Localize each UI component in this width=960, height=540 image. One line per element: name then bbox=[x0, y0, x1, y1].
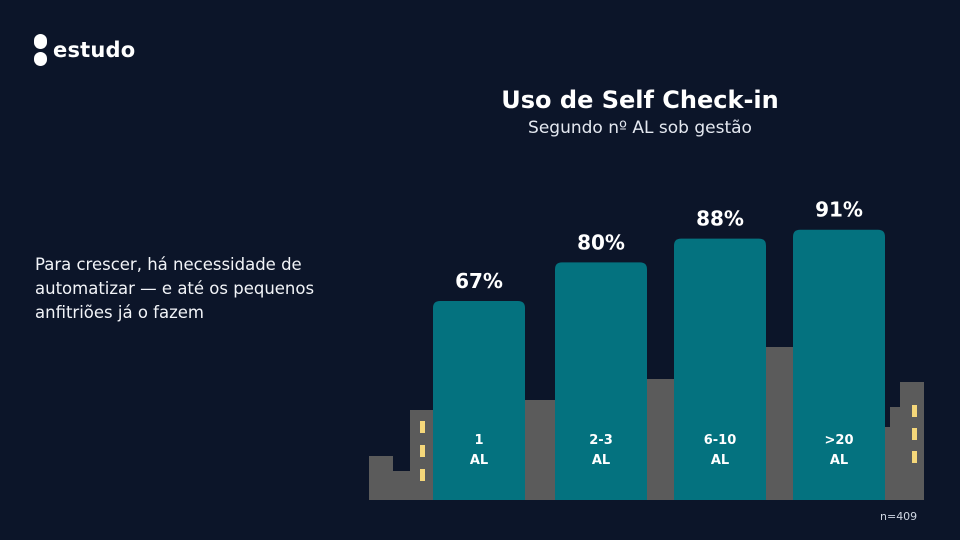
category-label: >20 bbox=[825, 433, 854, 448]
bar bbox=[793, 229, 885, 501]
category-unit-label: AL bbox=[711, 453, 729, 468]
category-unit-label: AL bbox=[830, 453, 848, 468]
window-light-0 bbox=[420, 421, 425, 433]
category-unit-label: AL bbox=[592, 453, 610, 468]
category-label: 6-10 bbox=[704, 433, 737, 448]
chart-subtitle: Segundo nº AL sob gestão bbox=[528, 118, 752, 138]
brand-name: estudo bbox=[53, 38, 136, 62]
window-light-2 bbox=[420, 469, 425, 481]
sample-size-note: n=409 bbox=[880, 510, 918, 523]
window-light-3 bbox=[912, 405, 917, 417]
category-unit-label: AL bbox=[470, 453, 488, 468]
building-0 bbox=[369, 456, 393, 500]
brand-logo: estudo bbox=[34, 34, 135, 66]
building-6 bbox=[884, 427, 892, 500]
bar-value-label: 80% bbox=[577, 230, 625, 254]
bar-value-label: 88% bbox=[696, 207, 744, 231]
bar bbox=[555, 262, 647, 500]
bar bbox=[433, 301, 525, 500]
side-commentary: Para crescer, há necessidade de automati… bbox=[35, 255, 315, 322]
bar-group: 88% 6-10 AL bbox=[674, 207, 766, 500]
building-3 bbox=[524, 400, 559, 500]
bar-group: 67% 1 AL bbox=[433, 269, 525, 500]
building-4 bbox=[646, 379, 676, 500]
building-5 bbox=[765, 347, 795, 500]
bar-group: 80% 2-3 AL bbox=[555, 230, 647, 500]
bar-group: 91% >20 AL bbox=[793, 198, 885, 501]
bar-series: 67% 1 AL 80% 2-3 AL 88% 6-10 AL 91% >20 AL bbox=[433, 198, 885, 501]
category-label: 2-3 bbox=[589, 433, 613, 448]
building-1 bbox=[392, 471, 412, 500]
bar-value-label: 67% bbox=[455, 269, 503, 293]
category-label: 1 bbox=[474, 433, 483, 448]
estudo-logo-icon bbox=[34, 34, 47, 66]
window-light-4 bbox=[912, 428, 917, 440]
window-light-5 bbox=[912, 451, 917, 463]
building-8 bbox=[900, 382, 924, 500]
bar-value-label: 91% bbox=[815, 198, 863, 222]
city-skyline-decoration bbox=[369, 347, 924, 500]
chart-title: Uso de Self Check-in bbox=[501, 86, 779, 114]
bar bbox=[674, 238, 766, 500]
window-light-1 bbox=[420, 445, 425, 457]
